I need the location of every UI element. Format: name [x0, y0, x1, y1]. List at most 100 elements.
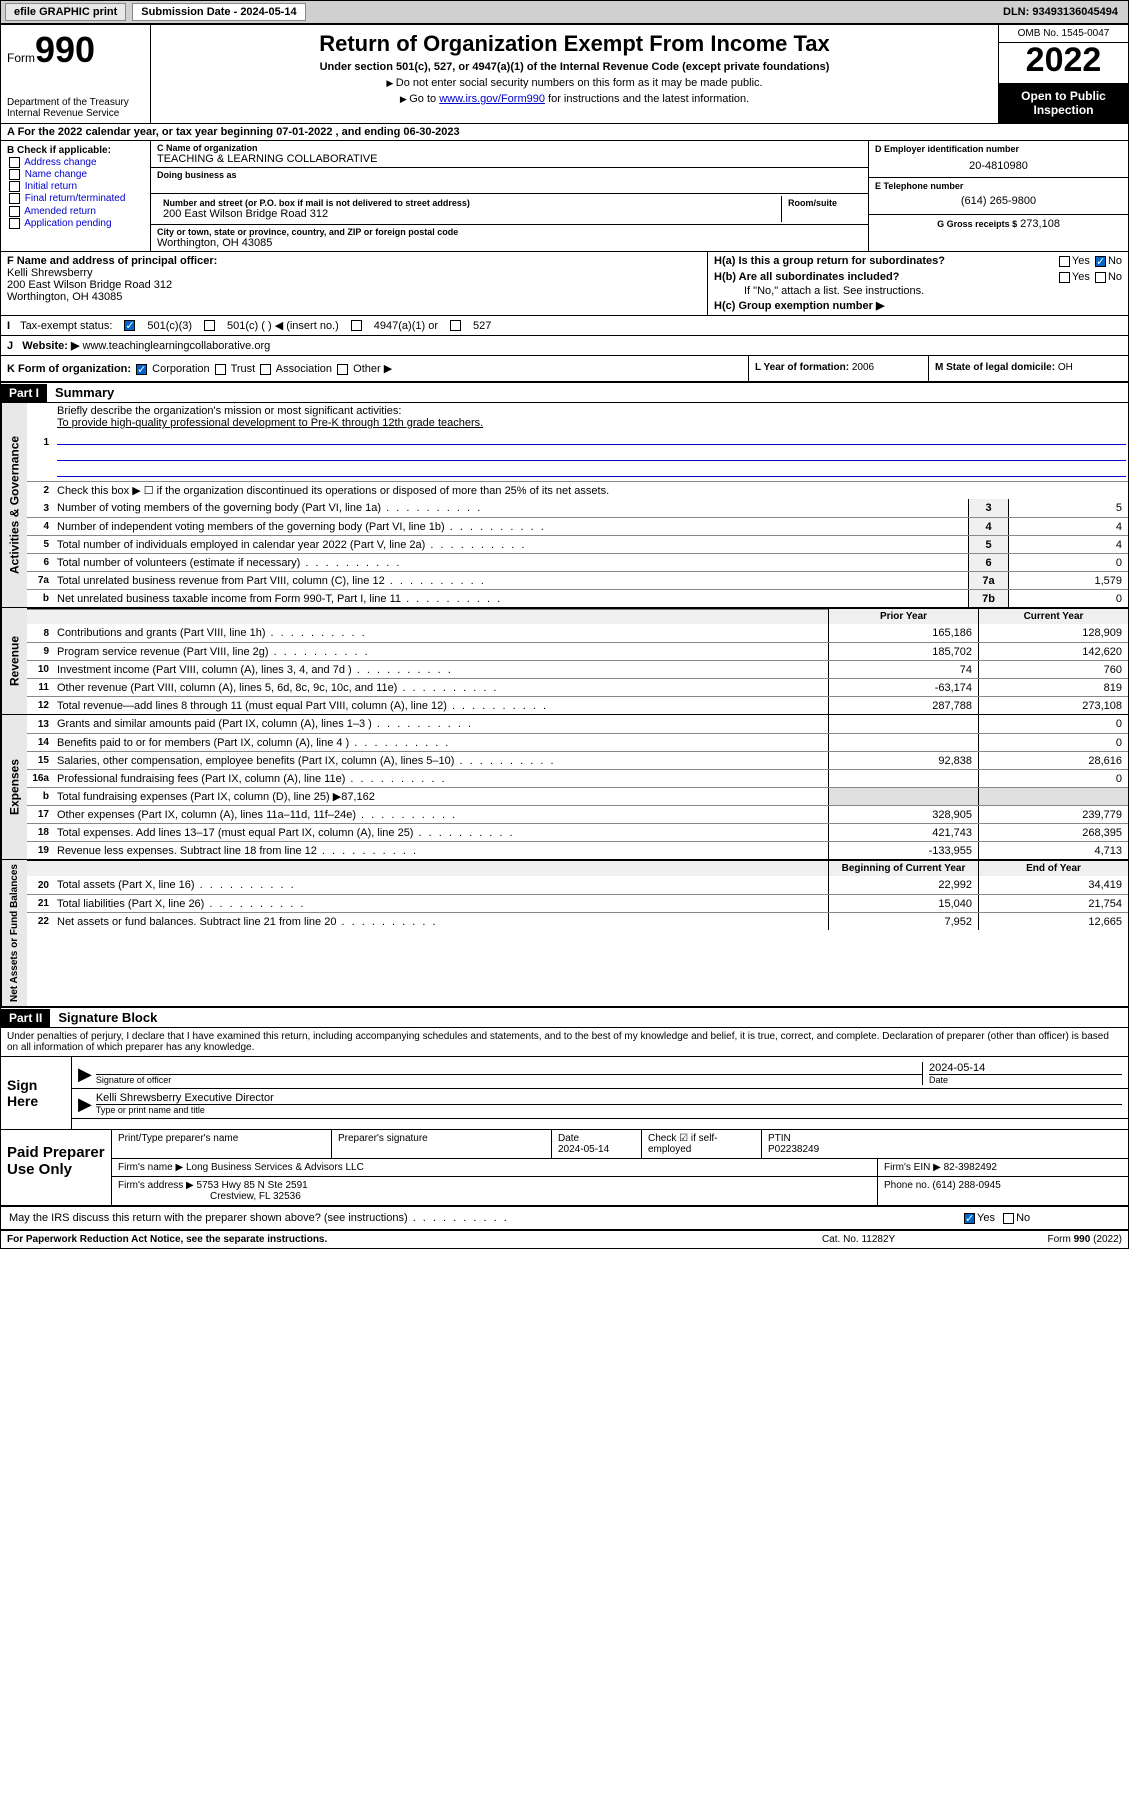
table-row: 13Grants and similar amounts paid (Part … [27, 715, 1128, 733]
ha-no-checkbox[interactable] [1095, 256, 1106, 267]
column-b-checkboxes: B Check if applicable: Address change Na… [1, 141, 151, 251]
hc-group-exemption: H(c) Group exemption number ▶ [714, 300, 884, 312]
firm-phone: (614) 288-0945 [932, 1180, 1000, 1191]
row-a-taxyear: A For the 2022 calendar year, or tax yea… [1, 124, 1128, 141]
irs-link[interactable]: www.irs.gov/Form990 [439, 93, 545, 105]
state-domicile: OH [1058, 362, 1073, 373]
cb-4947[interactable] [351, 320, 362, 331]
column-d-e-g: D Employer identification number 20-4810… [868, 141, 1128, 251]
section-revenue: Revenue Prior Year Current Year 8Contrib… [1, 608, 1128, 715]
col-beginning-year: Beginning of Current Year [828, 861, 978, 876]
cb-self-employed[interactable]: Check ☑ if self-employed [642, 1130, 762, 1158]
table-row: 6Total number of volunteers (estimate if… [27, 553, 1128, 571]
firm-address: 5753 Hwy 85 N Ste 2591 [197, 1180, 308, 1191]
city-state-zip: Worthington, OH 43085 [157, 237, 862, 249]
block-b-c-d: B Check if applicable: Address change Na… [1, 141, 1128, 252]
officer-addr1: 200 East Wilson Bridge Road 312 [7, 279, 701, 291]
table-row: 9Program service revenue (Part VIII, lin… [27, 642, 1128, 660]
ha-yes-checkbox[interactable] [1059, 256, 1070, 267]
hb-yes-checkbox[interactable] [1059, 272, 1070, 283]
form-header: Form990 Department of the Treasury Inter… [1, 25, 1128, 124]
sign-date: 2024-05-14 [929, 1062, 1122, 1074]
vlabel-netassets: Net Assets or Fund Balances [1, 860, 27, 1006]
mission-text: To provide high-quality professional dev… [57, 417, 483, 429]
table-row: 16aProfessional fundraising fees (Part I… [27, 769, 1128, 787]
column-c-org-info: C Name of organization TEACHING & LEARNI… [151, 141, 868, 251]
col-end-year: End of Year [978, 861, 1128, 876]
form-title: Return of Organization Exempt From Incom… [157, 31, 992, 57]
col-prior-year: Prior Year [828, 609, 978, 624]
paid-preparer-block: Paid Preparer Use Only Print/Type prepar… [1, 1129, 1128, 1207]
cb-amended[interactable]: Amended return [7, 206, 144, 217]
cb-other[interactable] [337, 364, 348, 375]
row-i-tax-status: I Tax-exempt status: 501(c)(3) 501(c) ( … [1, 316, 1128, 336]
dept-label: Department of the Treasury Internal Reve… [7, 97, 144, 119]
ein: 20-4810980 [875, 160, 1122, 172]
table-row: 15Salaries, other compensation, employee… [27, 751, 1128, 769]
section-governance: Activities & Governance 1 Briefly descri… [1, 403, 1128, 608]
table-row: 18Total expenses. Add lines 13–17 (must … [27, 823, 1128, 841]
cb-trust[interactable] [215, 364, 226, 375]
cb-address-change[interactable]: Address change [7, 157, 144, 168]
cb-501c[interactable] [204, 320, 215, 331]
table-row: 20Total assets (Part X, line 16)22,99234… [27, 876, 1128, 894]
row-f-h: F Name and address of principal officer:… [1, 252, 1128, 316]
street-address: 200 East Wilson Bridge Road 312 [163, 208, 775, 220]
cb-initial-return[interactable]: Initial return [7, 181, 144, 192]
cb-corporation[interactable] [136, 364, 147, 375]
section-net-assets: Net Assets or Fund Balances Beginning of… [1, 860, 1128, 1007]
cb-final-return[interactable]: Final return/terminated [7, 193, 144, 204]
ptin: P02238249 [768, 1144, 1122, 1155]
cb-501c3[interactable] [124, 320, 135, 331]
open-to-public: Open to Public Inspection [999, 83, 1128, 123]
table-row: 17Other expenses (Part IX, column (A), l… [27, 805, 1128, 823]
signature-declaration: Under penalties of perjury, I declare th… [1, 1028, 1128, 1057]
cb-name-change[interactable]: Name change [7, 169, 144, 180]
form-footer: For Paperwork Reduction Act Notice, see … [1, 1229, 1128, 1248]
dln-label: DLN: 93493136045494 [1003, 6, 1124, 18]
form-page: Form990 Department of the Treasury Inter… [0, 24, 1129, 1249]
table-row: 8Contributions and grants (Part VIII, li… [27, 624, 1128, 642]
discuss-no-checkbox[interactable] [1003, 1213, 1014, 1224]
signature-arrow-icon-2: ▶ [78, 1094, 92, 1115]
preparer-date: 2024-05-14 [558, 1144, 635, 1155]
vlabel-revenue: Revenue [1, 608, 27, 714]
part-1-header: Part I Summary [1, 383, 1128, 403]
cb-association[interactable] [260, 364, 271, 375]
sign-here-label: Sign Here [1, 1057, 71, 1129]
table-row: 4Number of independent voting members of… [27, 517, 1128, 535]
hb-no-checkbox[interactable] [1095, 272, 1106, 283]
table-row: 21Total liabilities (Part X, line 26)15,… [27, 894, 1128, 912]
cb-app-pending[interactable]: Application pending [7, 218, 144, 229]
signer-name-title: Kelli Shrewsberry Executive Director [96, 1092, 1122, 1104]
room-suite: Room/suite [782, 196, 862, 222]
table-row: 3Number of voting members of the governi… [27, 499, 1128, 517]
form-number-footer: Form 990 (2022) [972, 1234, 1122, 1245]
cb-527[interactable] [450, 320, 461, 331]
table-row: 10Investment income (Part VIII, column (… [27, 660, 1128, 678]
vlabel-governance: Activities & Governance [1, 403, 27, 607]
table-row: 11Other revenue (Part VIII, column (A), … [27, 678, 1128, 696]
col-current-year: Current Year [978, 609, 1128, 624]
vlabel-expenses: Expenses [1, 715, 27, 859]
table-row: 14Benefits paid to or for members (Part … [27, 733, 1128, 751]
top-toolbar: efile GRAPHIC print Submission Date - 20… [0, 0, 1129, 24]
subtitle-2: Do not enter social security numbers on … [157, 77, 992, 89]
subtitle-1: Under section 501(c), 527, or 4947(a)(1)… [157, 61, 992, 73]
part-2-header: Part II Signature Block [1, 1007, 1128, 1028]
table-row: 22Net assets or fund balances. Subtract … [27, 912, 1128, 930]
table-row: bNet unrelated business taxable income f… [27, 589, 1128, 607]
org-name: TEACHING & LEARNING COLLABORATIVE [157, 153, 862, 165]
tax-year: 2022 [999, 43, 1128, 77]
table-row: 5Total number of individuals employed in… [27, 535, 1128, 553]
table-row: 7aTotal unrelated business revenue from … [27, 571, 1128, 589]
table-row: bTotal fundraising expenses (Part IX, co… [27, 787, 1128, 805]
signature-arrow-icon: ▶ [78, 1064, 92, 1085]
website-url: www.teachinglearningcollaborative.org [83, 340, 271, 352]
sign-here-block: Sign Here ▶ Signature of officer 2024-05… [1, 1057, 1128, 1129]
row-k-l-m: K Form of organization: Corporation Trus… [1, 356, 1128, 383]
table-row: 19Revenue less expenses. Subtract line 1… [27, 841, 1128, 859]
discuss-yes-checkbox[interactable] [964, 1213, 975, 1224]
efile-print-button[interactable]: efile GRAPHIC print [5, 3, 126, 21]
line-2-checkbox-note: Check this box ▶ ☐ if the organization d… [55, 482, 1128, 499]
